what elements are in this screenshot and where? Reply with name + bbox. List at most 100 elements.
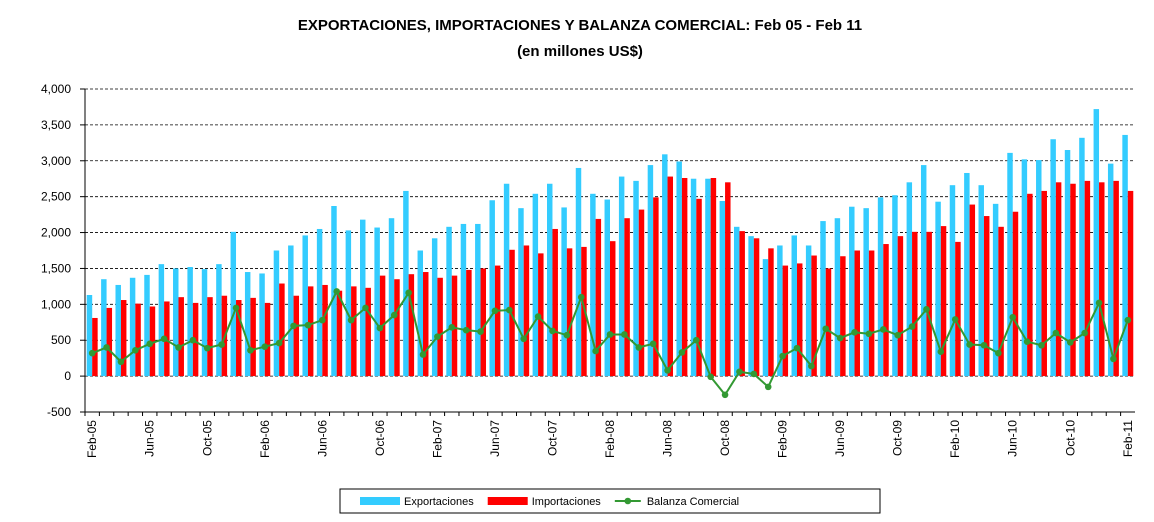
legend-swatch — [360, 497, 400, 505]
line-point — [966, 341, 973, 348]
bar — [949, 185, 956, 377]
bar — [250, 297, 256, 377]
bar — [129, 277, 136, 377]
bar — [293, 295, 300, 377]
y-tick-label: 4,000 — [41, 82, 71, 96]
line-point — [736, 368, 743, 376]
line-point — [1110, 355, 1117, 363]
line-point — [808, 362, 815, 370]
bar — [201, 269, 208, 377]
bar — [273, 250, 280, 377]
line-point — [1009, 313, 1017, 321]
bar — [825, 268, 832, 377]
bar — [532, 193, 539, 377]
bar — [791, 235, 797, 377]
bar — [768, 248, 774, 377]
y-tick-label: 1,000 — [41, 297, 71, 311]
bar — [662, 154, 668, 377]
bar — [120, 300, 127, 377]
bar — [480, 268, 487, 377]
line-point — [132, 346, 139, 354]
line-point — [822, 325, 830, 333]
legend-label: Balanza Comercial — [647, 496, 739, 508]
line-point — [218, 341, 225, 348]
line-point — [534, 313, 542, 320]
line-point — [549, 327, 556, 335]
bar — [322, 284, 328, 377]
bar — [178, 297, 184, 377]
bar — [892, 195, 898, 377]
bar — [460, 223, 467, 377]
bar — [912, 231, 918, 377]
line-point — [865, 330, 873, 338]
line-point — [290, 322, 297, 330]
line-point — [117, 358, 125, 366]
bar — [1093, 109, 1100, 377]
bar — [926, 231, 932, 377]
x-tick-label: Jun-09 — [833, 420, 847, 457]
bar — [523, 245, 530, 377]
bar — [681, 178, 688, 377]
bar — [667, 176, 673, 377]
bar — [940, 226, 947, 377]
bar — [1113, 180, 1119, 377]
line-point — [937, 348, 945, 356]
bar — [1021, 159, 1028, 377]
bar — [1107, 163, 1114, 377]
bar — [1041, 190, 1047, 377]
line-point — [477, 328, 484, 335]
bar — [805, 245, 812, 377]
x-tick-label: Oct-05 — [200, 420, 214, 456]
bar — [561, 207, 567, 377]
bar — [423, 272, 429, 377]
bar — [998, 226, 1004, 377]
line-point — [275, 339, 283, 347]
x-tick-label: Jun-07 — [488, 420, 502, 457]
y-tick-label: -500 — [47, 405, 71, 419]
bar — [820, 221, 826, 377]
bar — [437, 277, 443, 377]
bar — [1055, 182, 1062, 377]
bar — [1127, 190, 1134, 377]
bar — [590, 193, 596, 377]
bar — [624, 218, 630, 377]
bar — [431, 238, 438, 377]
x-tick-label: Feb-11 — [1121, 420, 1135, 457]
bar — [264, 302, 271, 377]
bar — [230, 231, 237, 377]
bar — [494, 265, 501, 377]
chart-subtitle: (en millones US$) — [517, 43, 643, 60]
x-tick-label: Jun-06 — [315, 420, 329, 457]
bar — [408, 274, 415, 377]
line-point — [175, 344, 182, 351]
bar — [149, 306, 156, 377]
bar — [466, 269, 472, 377]
bar — [777, 245, 783, 377]
bar — [503, 183, 510, 377]
bar — [849, 206, 855, 377]
bar — [158, 264, 165, 377]
x-tick-label: Oct-10 — [1063, 420, 1077, 456]
bar — [897, 236, 904, 377]
line-point — [750, 370, 758, 378]
line-point — [1095, 299, 1103, 307]
legend-swatch — [487, 497, 528, 505]
bar — [1070, 183, 1076, 377]
bar — [955, 241, 961, 377]
bar — [638, 209, 645, 377]
bar — [595, 218, 602, 377]
bar — [92, 317, 98, 377]
bar — [633, 180, 639, 377]
bar — [417, 250, 424, 377]
bar — [883, 244, 889, 377]
y-tick-label: 2,500 — [41, 190, 71, 204]
bar — [1027, 193, 1033, 377]
bar — [983, 216, 990, 377]
line-point — [995, 349, 1002, 357]
line-point — [448, 324, 456, 331]
line-point — [103, 344, 110, 351]
bar — [518, 208, 524, 377]
bar — [653, 197, 659, 377]
